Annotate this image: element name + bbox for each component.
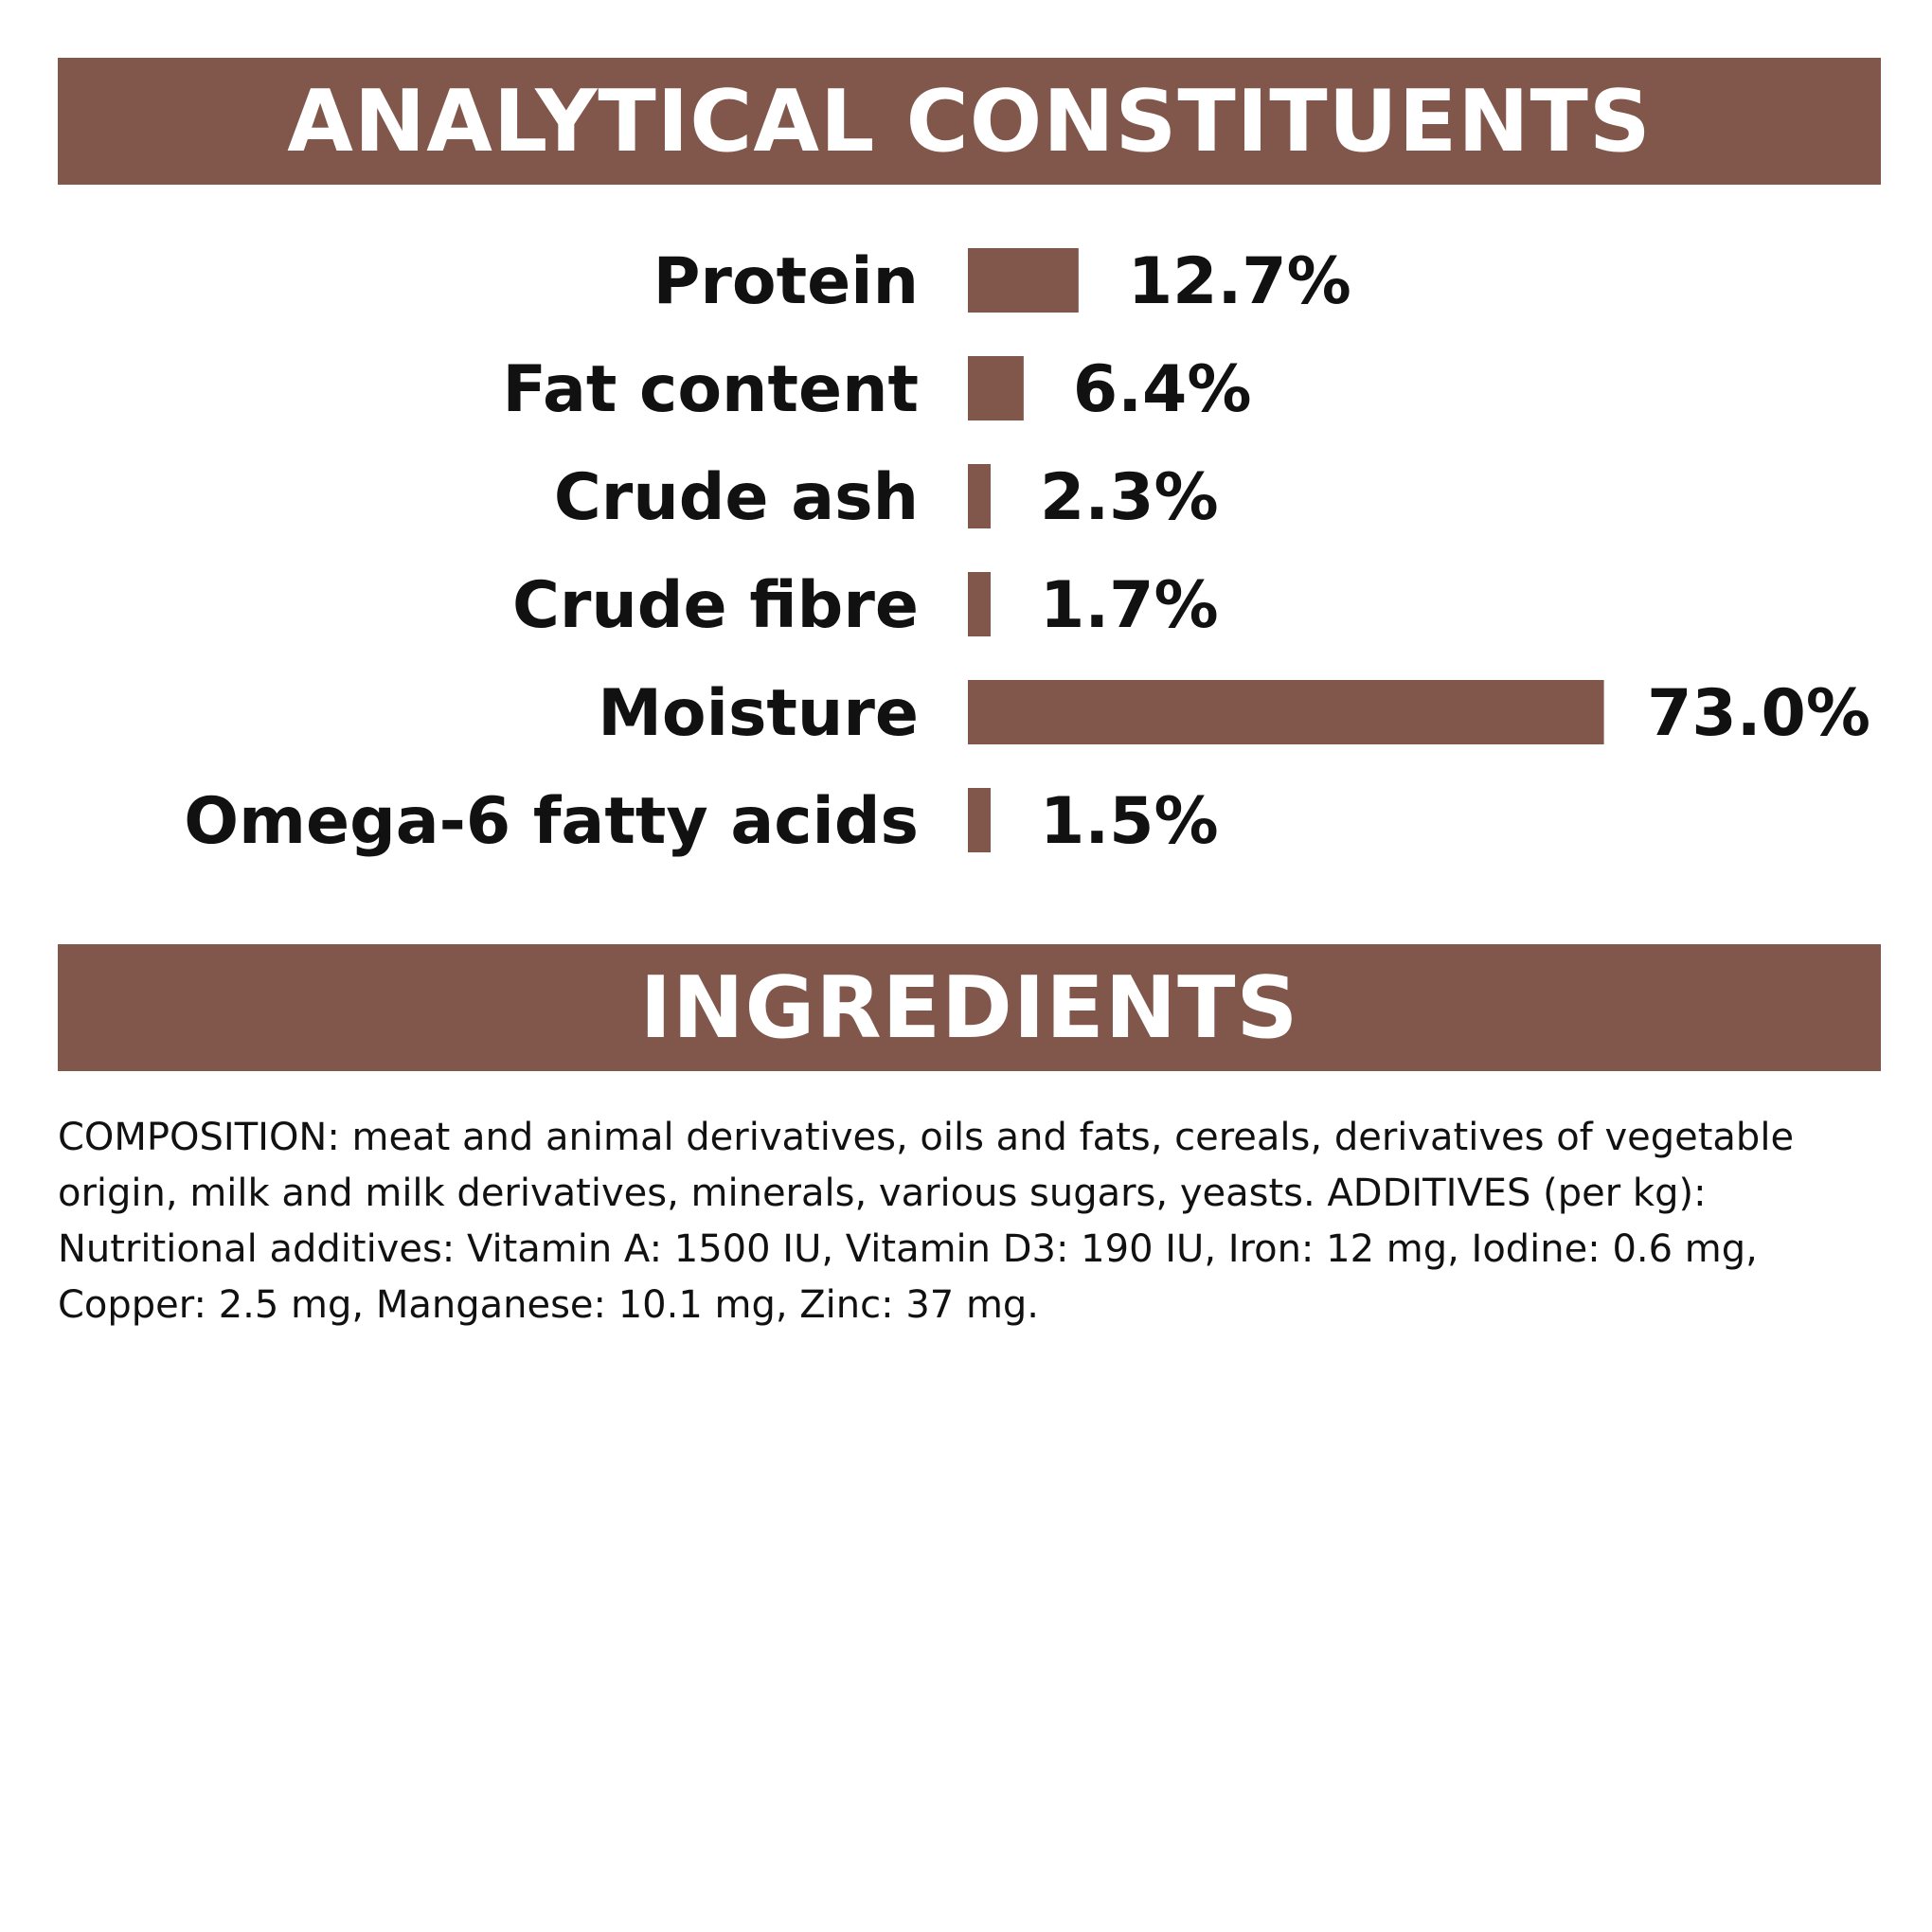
- category-label-2: Crude ash: [554, 460, 919, 535]
- category-label-1: Fat content: [502, 352, 919, 427]
- value-label-0: 12.7%: [1128, 244, 1351, 319]
- category-label-5: Omega-6 fatty acids: [184, 784, 919, 859]
- category-label-0: Protein: [653, 244, 919, 319]
- value-label-1: 6.4%: [1073, 352, 1252, 427]
- ingredients-title: INGREDIENTS: [639, 957, 1299, 1058]
- bar-2: [968, 464, 991, 528]
- bar-3: [968, 572, 991, 636]
- value-label-4: 73.0%: [1647, 676, 1870, 751]
- bar-4: [968, 680, 1604, 744]
- composition-text: COMPOSITION: meat and animal derivatives…: [58, 1116, 1795, 1327]
- ingredients-banner: INGREDIENTS: [58, 944, 1881, 1071]
- category-label-3: Crude fibre: [512, 568, 919, 643]
- bar-5: [968, 788, 991, 852]
- analytical-constituents-banner: ANALYTICAL CONSTITUENTS: [58, 58, 1881, 185]
- bar-0: [968, 248, 1079, 313]
- bar-1: [968, 356, 1024, 420]
- category-label-4: Moisture: [598, 676, 919, 751]
- constituents-bar-chart: Protein 12.7% Fat content 6.4% Crude ash 2.3%…: [184, 244, 1870, 859]
- value-label-3: 1.7%: [1040, 568, 1219, 643]
- value-label-2: 2.3%: [1040, 460, 1219, 535]
- value-label-5: 1.5%: [1040, 784, 1219, 859]
- analytical-constituents-title: ANALYTICAL CONSTITUENTS: [287, 71, 1652, 171]
